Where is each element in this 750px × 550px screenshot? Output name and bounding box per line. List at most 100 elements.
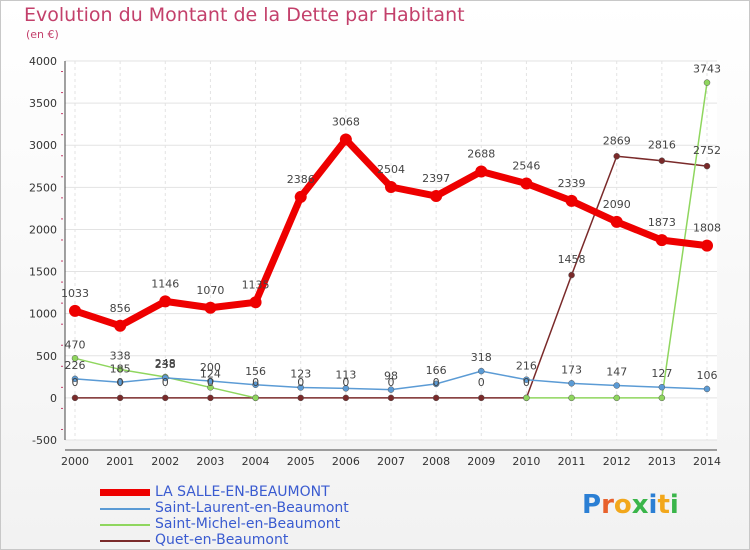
data-label-la-salle-en-beaumont: 856 xyxy=(110,302,131,315)
data-point-quet-en-beaumont xyxy=(658,157,666,164)
data-label-saint-laurent-en-beaumont: 226 xyxy=(65,359,86,372)
data-point-quet-en-beaumont xyxy=(387,394,395,402)
data-point-saint-michel-en-beaumont xyxy=(568,394,575,402)
data-point-saint-michel-en-beaumont xyxy=(71,355,79,362)
y-tick-label: 1500 xyxy=(29,266,57,279)
data-label-saint-laurent-en-beaumont: 166 xyxy=(426,364,447,377)
data-label-la-salle-en-beaumont: 1808 xyxy=(693,222,721,235)
data-label-saint-laurent-en-beaumont: 200 xyxy=(200,361,221,374)
data-label-quet-en-beaumont: 0 xyxy=(478,376,485,389)
data-point-la-salle-en-beaumont xyxy=(159,295,172,308)
data-label-saint-laurent-en-beaumont: 238 xyxy=(155,358,176,371)
data-point-saint-michel-en-beaumont xyxy=(252,394,259,402)
data-label-la-salle-en-beaumont: 2504 xyxy=(377,163,405,176)
data-label-quet-en-beaumont: 0 xyxy=(297,376,304,389)
y-tick-label: 1000 xyxy=(29,308,57,321)
data-point-saint-laurent-en-beaumont xyxy=(297,384,304,391)
y-tick-label: 4000 xyxy=(29,55,57,68)
legend-swatch xyxy=(100,508,150,510)
data-point-la-salle-en-beaumont xyxy=(114,319,127,332)
legend-label: Saint-Laurent-en-Beaumont xyxy=(155,500,349,516)
data-label-la-salle-en-beaumont: 2339 xyxy=(558,177,586,190)
x-tick-label: 2012 xyxy=(603,455,631,468)
data-point-saint-michel-en-beaumont xyxy=(207,384,214,391)
data-label-la-salle-en-beaumont: 2090 xyxy=(603,198,631,211)
data-point-saint-michel-en-beaumont xyxy=(703,79,711,86)
y-tick-label: 500 xyxy=(36,350,57,363)
data-label-saint-michel-en-beaumont: 470 xyxy=(65,338,86,351)
data-label-quet-en-beaumont: 0 xyxy=(433,376,440,389)
y-tick-label: 0 xyxy=(50,392,57,405)
data-label-la-salle-en-beaumont: 1146 xyxy=(151,277,179,290)
data-point-saint-laurent-en-beaumont xyxy=(658,383,666,391)
data-label-quet-en-beaumont: 0 xyxy=(342,376,349,389)
x-tick-label: 2001 xyxy=(106,455,134,468)
data-point-quet-en-beaumont xyxy=(297,394,304,402)
data-label-saint-michel-en-beaumont: 124 xyxy=(200,367,221,380)
data-point-quet-en-beaumont xyxy=(478,394,485,402)
legend-label: Saint-Michel-en-Beaumont xyxy=(155,516,341,532)
legend-label: Quet-en-Beaumont xyxy=(155,532,289,548)
x-tick-label: 2000 xyxy=(61,455,89,468)
data-label-la-salle-en-beaumont: 3068 xyxy=(332,115,360,128)
legend-swatch xyxy=(100,540,150,542)
x-tick-label: 2014 xyxy=(693,455,721,468)
data-label-quet-en-beaumont: 1458 xyxy=(558,253,586,266)
data-label-la-salle-en-beaumont: 2386 xyxy=(287,173,315,186)
y-tick-label: -500 xyxy=(32,434,57,447)
x-tick-label: 2003 xyxy=(196,455,224,468)
data-point-quet-en-beaumont xyxy=(116,394,124,402)
data-label-la-salle-en-beaumont: 1135 xyxy=(242,278,270,291)
data-label-saint-laurent-en-beaumont: 318 xyxy=(471,351,492,364)
data-point-la-salle-en-beaumont xyxy=(701,239,713,252)
data-point-saint-laurent-en-beaumont xyxy=(387,386,395,393)
data-point-la-salle-en-beaumont xyxy=(655,234,668,247)
data-point-la-salle-en-beaumont xyxy=(565,194,578,207)
data-point-saint-laurent-en-beaumont xyxy=(116,379,124,386)
x-tick-label: 2004 xyxy=(242,455,270,468)
data-label-la-salle-en-beaumont: 1873 xyxy=(648,216,676,229)
data-point-la-salle-en-beaumont xyxy=(249,296,262,309)
data-label-quet-en-beaumont: 0 xyxy=(207,376,214,389)
plot-area xyxy=(65,61,717,440)
x-tick-label: 2011 xyxy=(558,455,586,468)
axes: -500050010001500200025003000350040002000… xyxy=(29,55,721,468)
data-label-quet-en-beaumont: 0 xyxy=(162,376,169,389)
data-label-quet-en-beaumont: 0 xyxy=(252,376,259,389)
data-point-la-salle-en-beaumont xyxy=(610,215,623,228)
legend-label: LA SALLE-EN-BEAUMONT xyxy=(155,484,330,500)
data-label-saint-laurent-en-beaumont: 173 xyxy=(561,363,582,376)
data-label-quet-en-beaumont: 2752 xyxy=(693,144,721,157)
data-label-la-salle-en-beaumont: 1070 xyxy=(196,284,224,297)
data-point-saint-laurent-en-beaumont xyxy=(432,380,440,388)
y-tick-label: 2000 xyxy=(29,223,57,236)
data-point-quet-en-beaumont xyxy=(613,153,620,160)
data-point-la-salle-en-beaumont xyxy=(204,301,217,314)
y-tick-label: 3500 xyxy=(29,97,57,110)
data-point-saint-laurent-en-beaumont xyxy=(207,377,214,385)
data-label-saint-michel-en-beaumont: 3743 xyxy=(693,63,721,76)
y-tick-label: 3000 xyxy=(29,139,57,152)
x-tick-label: 2002 xyxy=(151,455,179,468)
data-labels: 1033 856 1146 1070 1135 2386 3068 2504 2397 2688 2… xyxy=(61,63,721,389)
chart-subtitle: (en €) xyxy=(26,28,59,41)
data-label-saint-michel-en-beaumont: 248 xyxy=(155,357,176,370)
data-label-saint-laurent-en-beaumont: 216 xyxy=(516,360,537,373)
data-label-quet-en-beaumont: 0 xyxy=(388,376,395,389)
data-label-quet-en-beaumont: 0 xyxy=(523,376,530,389)
data-label-saint-laurent-en-beaumont: 123 xyxy=(290,368,311,381)
data-point-la-salle-en-beaumont xyxy=(385,180,397,193)
x-tick-label: 2006 xyxy=(332,455,360,468)
data-point-la-salle-en-beaumont xyxy=(339,133,352,146)
data-point-quet-en-beaumont xyxy=(568,271,575,279)
chart-title: Evolution du Montant de la Dette par Hab… xyxy=(24,4,465,26)
data-point-saint-michel-en-beaumont xyxy=(116,366,124,373)
data-point-saint-laurent-en-beaumont xyxy=(162,374,169,382)
data-point-quet-en-beaumont xyxy=(162,394,169,402)
data-label-quet-en-beaumont: 2869 xyxy=(603,134,631,147)
legend-swatch xyxy=(100,489,150,496)
data-point-saint-laurent-en-beaumont xyxy=(703,385,711,393)
data-label-saint-michel-en-beaumont: 338 xyxy=(110,349,131,362)
data-label-saint-laurent-en-beaumont: 98 xyxy=(384,370,398,383)
